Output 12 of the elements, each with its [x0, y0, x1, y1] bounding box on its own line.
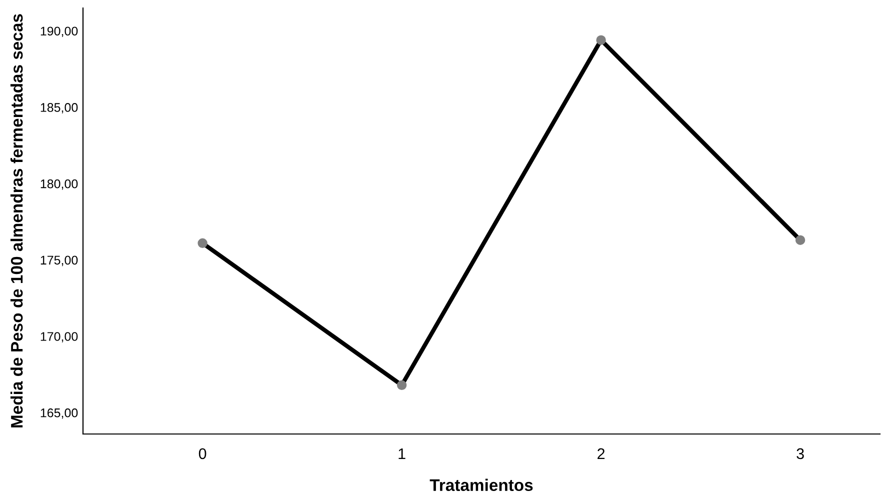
x-tick-label: 3: [796, 448, 804, 460]
x-axis-title: Tratamientos: [430, 478, 533, 492]
y-tick-label: 180,00: [40, 179, 78, 190]
x-tick-label: 2: [598, 448, 605, 459]
y-tick-label: 185,00: [40, 103, 78, 114]
x-tick-label: 0: [198, 448, 206, 460]
y-tick-label: 165,00: [40, 408, 78, 419]
x-tick-label: 1: [398, 448, 406, 459]
y-tick-label: 190,00: [40, 26, 78, 38]
y-tick-label: 175,00: [40, 256, 78, 266]
y-tick-label: 170,00: [40, 332, 78, 342]
y-axis-title: Media de Peso de 100 almendras fermentadas secas: [10, 14, 23, 428]
